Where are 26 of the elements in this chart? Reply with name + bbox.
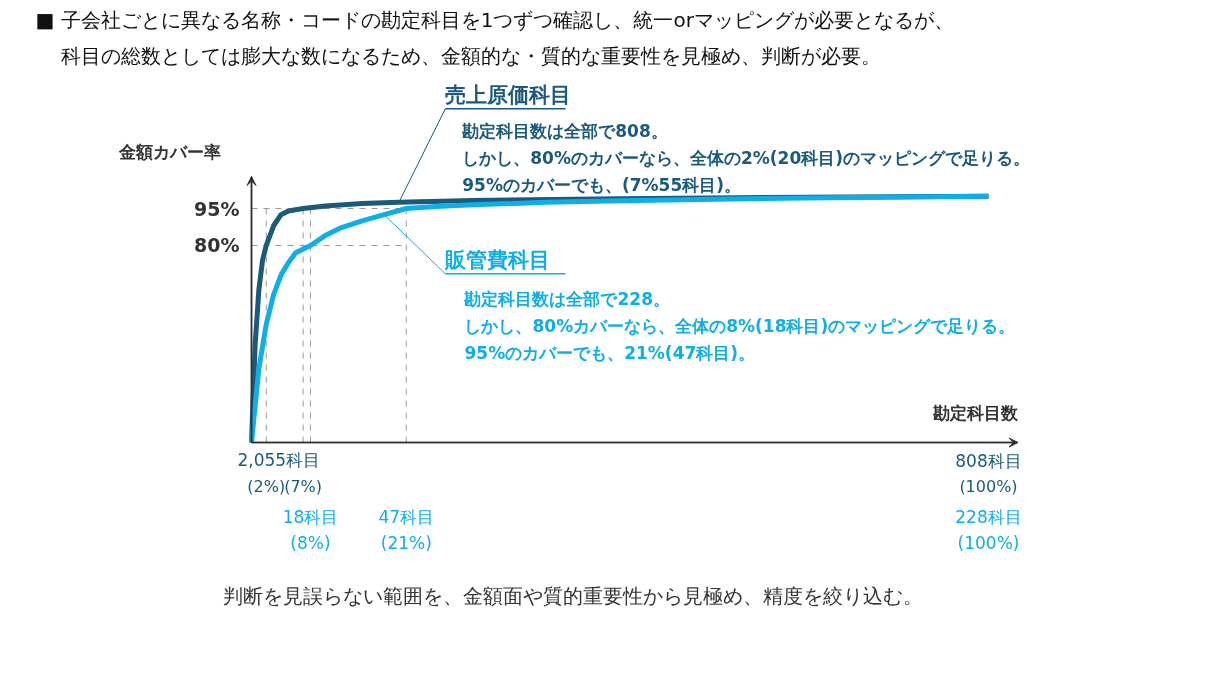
y-tick-label: 95%	[194, 197, 240, 220]
text: (21%)	[380, 532, 432, 553]
text: 2,055科目	[237, 449, 321, 470]
chart-title: ■ 子会社ごとに異なる名称・コードの勘定科目を1つずつ確認し、統一orマッピングが必要となるが、	[35, 7, 954, 32]
x-tick-label: (7%)	[284, 476, 323, 496]
text: 売上原価科目	[445, 82, 572, 107]
text: 47科目	[378, 506, 435, 527]
text: 判断を見誤らない範囲を、金額面や質的重要性から見極め、精度を絞り込む。	[223, 584, 924, 609]
x-tick-label: (100%)	[959, 476, 1018, 496]
x-tick-label: (2%)	[247, 476, 286, 496]
annotation: 95%のカバーでも、(7%55科目)。	[462, 175, 742, 196]
text: (100%)	[957, 532, 1020, 553]
annotation: しかし、80%カバーなら、全体の8%(18科目)のマッピングで足りる。	[464, 315, 1016, 336]
annotation: 勘定科目数は全部で228。	[464, 288, 670, 309]
text: (8%)	[290, 532, 331, 553]
text: 808科目	[955, 450, 1022, 471]
text: 18科目	[282, 506, 339, 527]
annotation: 95%のカバーでも、21%(47科目)。	[464, 342, 756, 363]
series-label: 販管費科目	[444, 247, 551, 272]
text: 228科目	[955, 506, 1022, 527]
y-tick-label: 80%	[194, 234, 240, 257]
annotation: 勘定科目数は全部で808。	[462, 121, 668, 142]
chart-subtitle: 科目の総数としては膨大な数になるため、金額的な・質的な重要性を見極め、判断が必要。	[60, 43, 881, 68]
y-axis-title: 金額カバー率	[117, 142, 221, 163]
text: しかし、80%のカバーなら、全体の2%(20科目)のマッピングで足りる。	[462, 148, 1031, 169]
x-axis-title: 勘定科目数	[932, 402, 1019, 423]
